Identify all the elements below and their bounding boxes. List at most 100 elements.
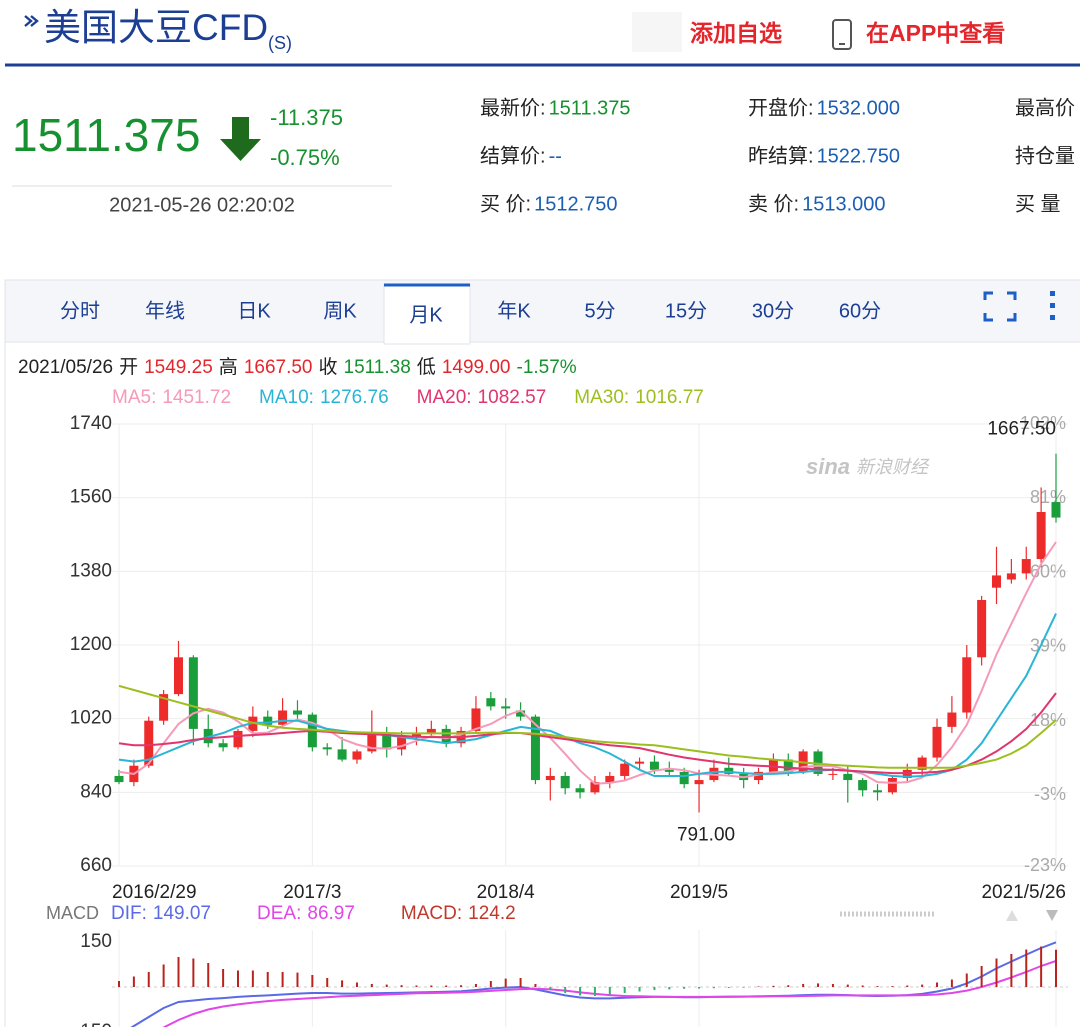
fullscreen-button[interactable] (983, 291, 1017, 322)
tab[interactable]: 5分 (584, 299, 615, 322)
candle-body (917, 757, 927, 770)
tab[interactable]: 周K (323, 300, 357, 322)
info-text: 1667.50 (244, 357, 313, 378)
info-text: 开 (119, 357, 138, 378)
candle-body (560, 775, 570, 789)
watermark-text: 新浪财经 (856, 457, 930, 477)
candle-body (828, 773, 838, 775)
macd-line (162, 959, 1057, 1027)
y2-tick-label: 39% (1030, 636, 1066, 656)
y-tick-label: 150 (80, 931, 112, 952)
field-value: 1511.375 (549, 97, 631, 119)
legend-name: MA30: (574, 387, 629, 408)
candle-body (159, 694, 169, 721)
field-label: 持仓量 (1015, 144, 1075, 167)
placeholder (632, 12, 682, 52)
x-tick-label: 2018/4 (477, 882, 536, 903)
candle-body (411, 732, 421, 738)
tab[interactable]: 年K (497, 299, 531, 322)
candle-body (977, 599, 987, 658)
min-annotation: 791.00 (677, 824, 735, 845)
candle-body (887, 778, 897, 793)
y-tick-label: 660 (80, 855, 112, 876)
y-tick-label: 1380 (70, 560, 112, 581)
info-text: 1549.25 (144, 357, 213, 378)
legend-value: 86.97 (307, 903, 355, 924)
candle-body (292, 710, 302, 715)
candle-body (1051, 502, 1061, 518)
candle-body (858, 780, 868, 791)
tab[interactable]: 30分 (752, 299, 794, 322)
candle-body (233, 730, 243, 748)
candle-body (783, 759, 793, 772)
x-tick-label: 2019/5 (670, 882, 728, 903)
candle-body (382, 732, 392, 750)
field-label: 最新价: (480, 96, 546, 119)
add-watch-button[interactable]: 添加自选 (690, 20, 782, 46)
candle-body (754, 771, 764, 781)
legend-name: MA5: (112, 387, 156, 408)
x-tick-label: 2021/5/26 (981, 882, 1066, 903)
candle-body (337, 749, 347, 760)
candle-body (664, 769, 674, 772)
field-label: 买 价: (480, 193, 531, 215)
down-arrow (220, 117, 261, 161)
ma-line (118, 684, 1057, 769)
legend-name: DEA: (257, 903, 301, 924)
candle-body (114, 775, 124, 783)
dot (1050, 291, 1055, 296)
ma-line (118, 692, 1057, 775)
page-title: 美国大豆CFD(S) (44, 7, 292, 53)
y2-tick-label: -23% (1024, 855, 1066, 875)
candle-body (590, 782, 600, 793)
candle-body (486, 698, 496, 707)
watermark-logo: sina (806, 454, 850, 479)
more-button[interactable] (1050, 291, 1055, 320)
field-label: 卖 价: (748, 192, 799, 215)
tab[interactable]: 60分 (839, 299, 881, 322)
dot (1050, 303, 1055, 308)
candle-body (873, 790, 883, 793)
legend-value: 1276.76 (320, 387, 389, 408)
down-button[interactable] (1046, 910, 1058, 921)
tab[interactable]: 年线 (145, 299, 185, 322)
open-app-button[interactable]: 在APP中查看 (866, 20, 1005, 46)
up-button[interactable] (1006, 910, 1018, 921)
tab[interactable]: 分时 (60, 299, 100, 322)
legend-value: 1451.72 (162, 387, 231, 408)
candle-body (694, 780, 704, 785)
candle-body (426, 728, 436, 733)
candle-body (620, 763, 630, 776)
tabs: 分时 年线 日K 周K 月K 年K 5分 15分 30分 60分 (60, 283, 881, 345)
candle-body (218, 743, 228, 748)
candle-body (501, 706, 511, 709)
candle-body (992, 575, 1002, 588)
legend-value: 124.2 (468, 903, 516, 924)
tab[interactable]: 月K (409, 304, 443, 326)
tab[interactable]: 日K (237, 300, 271, 322)
candle-body (352, 751, 362, 760)
plot: 2021/05/26 开 1549.25 高 1667.50 收 1511.38 低 1499.… (18, 356, 1068, 1027)
candle-body (1036, 511, 1046, 560)
candle-body (367, 732, 377, 752)
tab[interactable]: 15分 (665, 299, 707, 322)
y-tick-label: 1200 (70, 634, 112, 655)
candle-body (724, 767, 734, 774)
y-tick-label: 1560 (70, 487, 112, 508)
legend-name: MA20: (417, 387, 472, 408)
candle-body (605, 775, 615, 783)
price-change-pct: -0.75% (270, 145, 340, 170)
y-tick-label: 1020 (70, 708, 112, 729)
macd-line (130, 941, 1057, 1027)
info-text: 1511.38 (344, 357, 411, 378)
field-value: 1512.750 (534, 193, 617, 215)
legend-name: DIF: (111, 903, 147, 924)
candle-body (144, 720, 154, 766)
active-tab-bg (383, 283, 471, 345)
legend-value: 149.07 (153, 903, 211, 924)
ma-line (118, 541, 1057, 785)
candle-body (278, 710, 288, 725)
legend-value: 1016.77 (635, 387, 704, 408)
